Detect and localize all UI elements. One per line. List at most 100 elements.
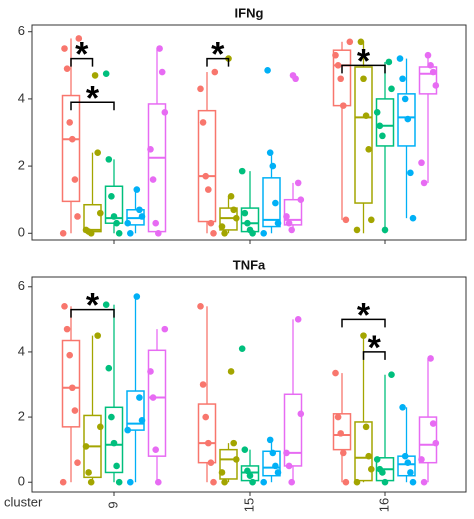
point: [269, 162, 277, 170]
point: [264, 67, 271, 74]
point: [332, 369, 339, 377]
point: [149, 176, 157, 183]
point: [424, 51, 432, 59]
point: [136, 206, 143, 214]
point: [61, 45, 68, 52]
point: [233, 456, 240, 463]
box: [354, 66, 373, 204]
point: [210, 478, 217, 486]
point: [94, 149, 101, 156]
point: [75, 35, 83, 42]
point: [202, 413, 209, 421]
significance-bracket: [362, 351, 386, 360]
point: [385, 58, 393, 66]
significance-bracket: [70, 57, 94, 67]
point: [373, 456, 381, 463]
box: [126, 390, 145, 431]
point: [334, 413, 342, 421]
point: [124, 219, 131, 227]
point: [381, 478, 389, 486]
point: [246, 226, 254, 234]
point: [71, 407, 79, 414]
point: [202, 172, 209, 180]
y-tick-label: 6: [18, 23, 25, 38]
x-tick-label: 9: [105, 501, 120, 508]
box: [197, 109, 217, 223]
point: [66, 119, 73, 126]
panel-frame: [31, 24, 467, 241]
point: [218, 223, 226, 230]
point: [360, 75, 367, 83]
significance-bracket: [341, 64, 386, 74]
point: [396, 55, 404, 62]
point: [91, 72, 99, 79]
box: [104, 406, 124, 474]
point: [230, 439, 237, 447]
point: [246, 472, 254, 480]
point: [432, 439, 440, 447]
point: [71, 176, 79, 183]
point: [272, 199, 279, 207]
point: [288, 226, 296, 234]
significance-star: *: [86, 287, 100, 325]
point: [376, 465, 384, 473]
box: [147, 103, 167, 233]
point: [266, 436, 274, 444]
point: [127, 478, 134, 486]
point: [110, 439, 118, 447]
point: [368, 216, 375, 224]
point: [149, 394, 157, 401]
significance-bracket: [206, 57, 230, 67]
point: [260, 229, 268, 237]
point: [360, 332, 367, 339]
box: [283, 198, 303, 226]
point: [407, 469, 414, 476]
significance-star: *: [86, 79, 100, 117]
point: [269, 449, 277, 457]
point: [158, 68, 166, 76]
box: [197, 403, 217, 464]
point: [105, 364, 113, 372]
point: [156, 45, 163, 52]
significance-star: *: [357, 296, 371, 334]
point: [373, 109, 381, 116]
point: [69, 135, 76, 143]
box: [375, 98, 395, 147]
point: [102, 70, 110, 78]
point: [205, 186, 212, 193]
point: [388, 85, 395, 93]
point: [342, 216, 350, 224]
point: [124, 426, 131, 434]
point: [399, 404, 406, 411]
point: [155, 478, 162, 486]
point: [82, 226, 90, 234]
box: [283, 393, 303, 467]
significance-star: *: [368, 329, 382, 367]
point: [353, 478, 361, 486]
y-tick-label: 2: [18, 409, 25, 424]
point: [238, 167, 246, 175]
point: [133, 186, 141, 193]
point: [294, 179, 302, 187]
y-tick-label: 2: [18, 158, 25, 173]
panel-frame: [31, 276, 467, 493]
point: [260, 478, 268, 486]
point: [227, 193, 235, 200]
point: [97, 209, 104, 217]
box: [61, 339, 81, 428]
point: [342, 478, 350, 486]
point: [241, 446, 249, 453]
point: [362, 112, 370, 120]
point: [409, 478, 417, 486]
point: [155, 229, 162, 237]
y-tick-label: 4: [18, 90, 25, 105]
box: [61, 94, 81, 203]
point: [249, 478, 256, 486]
point: [379, 132, 386, 140]
point: [94, 332, 101, 339]
point: [420, 478, 428, 486]
panel-title: TNFa: [233, 257, 266, 272]
significance-bracket: [341, 318, 386, 328]
significance-bracket: [70, 101, 115, 111]
point: [199, 381, 207, 388]
